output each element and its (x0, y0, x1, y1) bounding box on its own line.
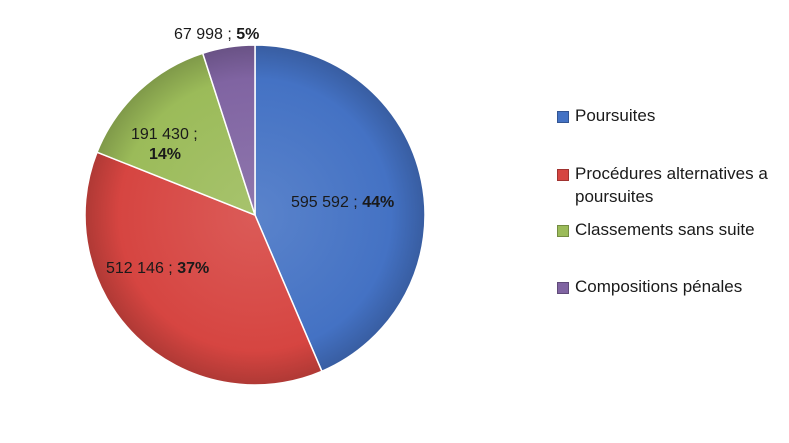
chart-legend: Poursuites Procédures alternatives a pou… (553, 104, 789, 298)
data-label-value: 191 430 ; (131, 126, 198, 143)
data-label-classements-sans-suite: 191 430 ; 14% (131, 125, 198, 165)
legend-label-continued: poursuites (575, 187, 654, 206)
legend-swatch (557, 282, 569, 294)
data-label-procedures-alternatives: 512 146 ; 37% (106, 259, 209, 279)
slice-compositions-penales (201, 44, 256, 216)
legend-item-classements-sans-suite: Classements sans suite (553, 218, 789, 241)
data-label-percent: 14% (149, 146, 182, 163)
legend-item-compositions-penales: Compositions pénales (553, 275, 789, 298)
slice-procedures-alternatives (84, 151, 323, 386)
data-label-poursuites: 595 592 ; 44% (291, 193, 394, 213)
legend-item-poursuites: Poursuites (553, 104, 789, 127)
legend-label: Classements sans suite (575, 220, 755, 239)
legend-label: Compositions pénales (575, 277, 743, 296)
data-label-percent: 44% (362, 194, 395, 211)
legend-label: Procédures alternatives a (575, 164, 768, 183)
data-label-compositions-penales: 67 998 ; 5% (174, 25, 259, 45)
slice-poursuites (254, 44, 426, 373)
legend-label: Poursuites (575, 106, 656, 125)
data-label-value: 595 592 ; (291, 194, 358, 211)
legend-swatch (557, 111, 569, 123)
legend-swatch (557, 169, 569, 181)
data-label-percent: 5% (236, 26, 260, 43)
legend-swatch (557, 225, 569, 237)
data-label-value: 512 146 ; (106, 260, 173, 277)
legend-item-procedures-alternatives: Procédures alternatives a poursuites (553, 162, 789, 208)
data-label-percent: 37% (177, 260, 210, 277)
data-label-value: 67 998 ; (174, 26, 232, 43)
